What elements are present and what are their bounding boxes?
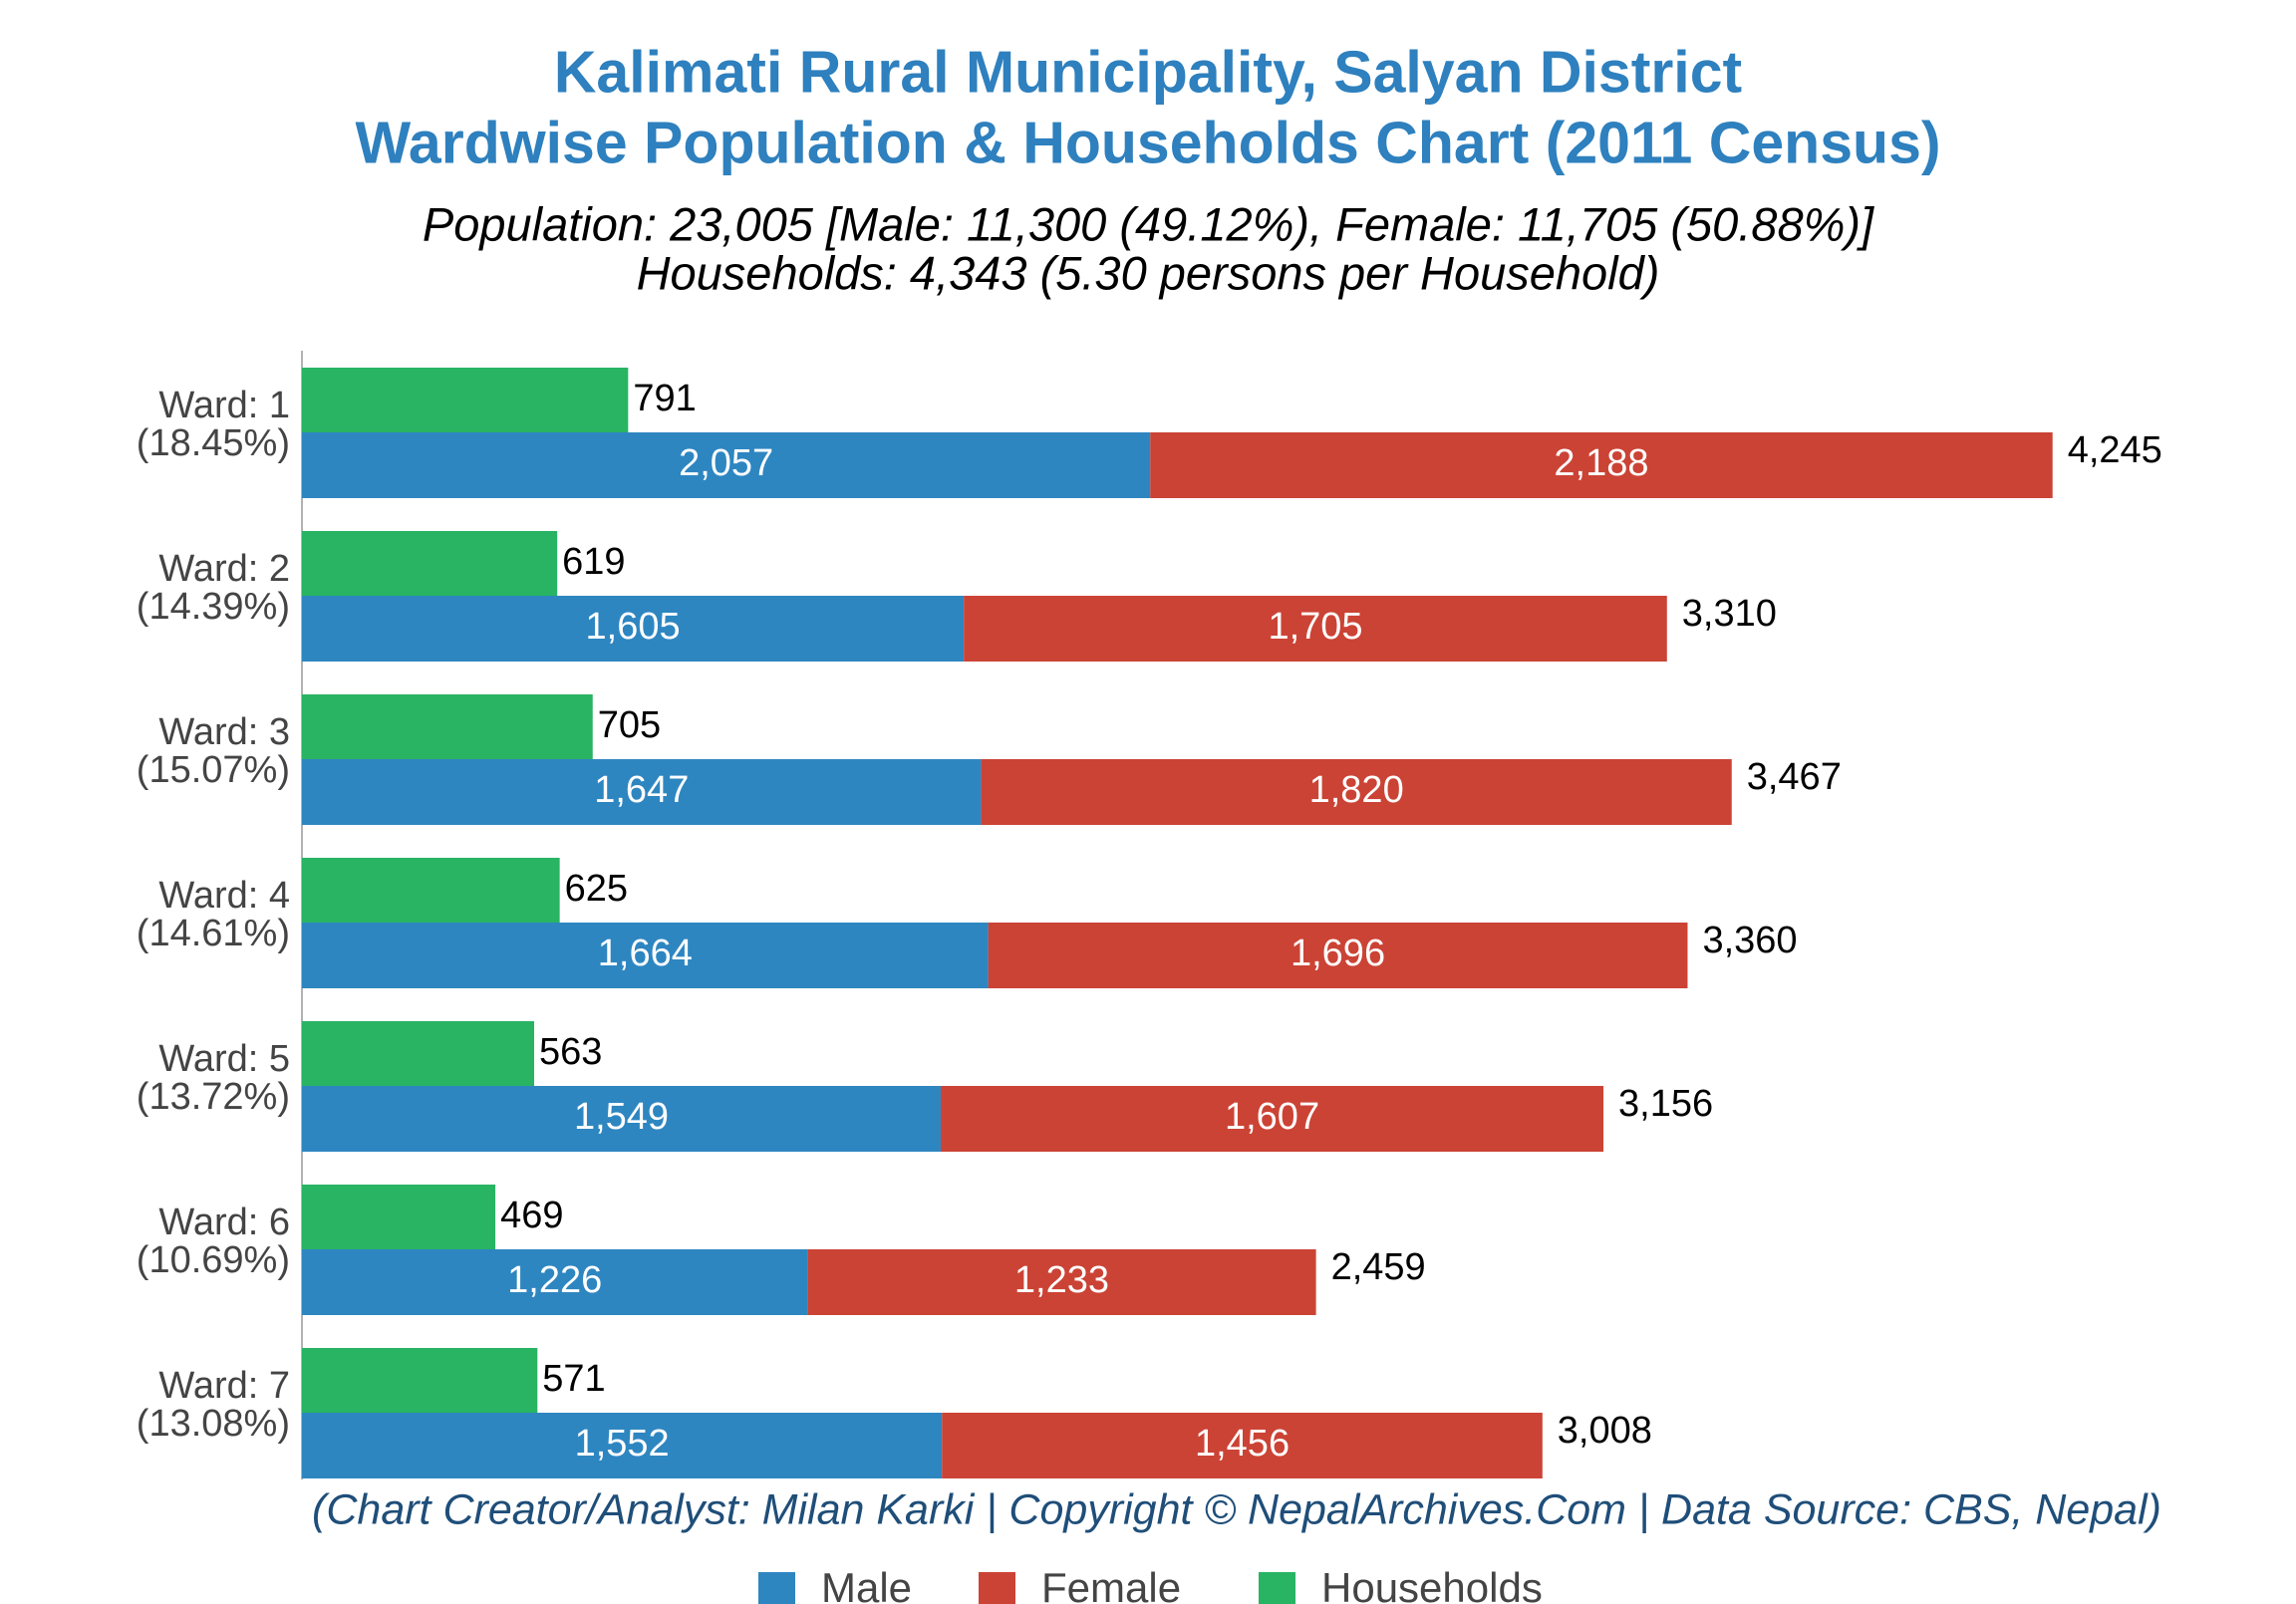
bar-segment — [302, 759, 982, 825]
category-note: (14.61%) — [137, 913, 290, 954]
category-note: (15.07%) — [137, 749, 290, 791]
total-label: 3,310 — [1682, 593, 1777, 635]
total-label: 3,008 — [1558, 1410, 1652, 1452]
category-label: Ward: 4 — [158, 875, 290, 917]
bar-segment — [302, 1086, 942, 1152]
value-label: 1,226 — [507, 1259, 602, 1301]
total-label: 3,156 — [1618, 1083, 1713, 1125]
value-label: 619 — [562, 541, 625, 583]
bar-segment — [302, 596, 965, 662]
value-label: 1,664 — [598, 933, 693, 974]
bar-segment — [942, 1413, 1543, 1478]
category-label: Ward: 7 — [158, 1365, 290, 1407]
value-label: 1,233 — [1014, 1259, 1109, 1301]
chart-title: Wardwise Population & Households Chart (… — [355, 111, 1940, 176]
chart-subtitle: Population: 23,005 [Male: 11,300 (49.12%… — [423, 197, 1874, 250]
household-bar — [302, 694, 593, 759]
value-label: 705 — [598, 704, 661, 746]
value-label: 1,456 — [1195, 1423, 1290, 1465]
bar-segment — [941, 1086, 1604, 1152]
household-bar — [302, 1185, 496, 1249]
value-label: 1,705 — [1268, 606, 1362, 648]
value-label: 1,552 — [575, 1423, 670, 1465]
legend-label: Female — [1041, 1564, 1181, 1604]
value-label: 571 — [542, 1358, 605, 1400]
bar-segment — [988, 923, 1688, 988]
household-bar — [302, 531, 558, 596]
value-label: 1,607 — [1225, 1096, 1319, 1138]
category-note: (13.72%) — [137, 1076, 290, 1118]
bar-segment — [302, 432, 1151, 498]
category-label: Ward: 2 — [158, 548, 290, 590]
bar-segment — [302, 1249, 808, 1315]
bar-segment — [302, 1413, 943, 1478]
chart-title: Kalimati Rural Municipality, Salyan Dist… — [554, 40, 1742, 106]
household-bar — [302, 858, 560, 923]
bar-segment — [1150, 432, 2053, 498]
value-label: 1,647 — [594, 769, 689, 811]
category-label: Ward: 6 — [158, 1202, 290, 1243]
category-label: Ward: 3 — [158, 711, 290, 753]
category-note: (13.08%) — [137, 1403, 290, 1445]
value-label: 469 — [500, 1195, 563, 1236]
household-bar — [302, 368, 629, 432]
value-label: 2,057 — [679, 442, 773, 484]
value-label: 2,188 — [1554, 442, 1648, 484]
bar-segment — [964, 596, 1667, 662]
value-label: 1,605 — [586, 606, 681, 648]
total-label: 3,360 — [1702, 920, 1797, 961]
bar-segment — [981, 759, 1732, 825]
source-note: (Chart Creator/Analyst: Milan Karki | Co… — [312, 1485, 2161, 1533]
household-bar — [302, 1021, 534, 1086]
total-label: 4,245 — [2068, 429, 2162, 471]
category-label: Ward: 1 — [158, 385, 290, 426]
category-label: Ward: 5 — [158, 1038, 290, 1080]
value-label: 1,820 — [1309, 769, 1404, 811]
chart-subtitle: Households: 4,343 (5.30 persons per Hous… — [637, 246, 1660, 299]
value-label: 1,696 — [1291, 933, 1385, 974]
household-bar — [302, 1348, 538, 1413]
value-label: 1,549 — [574, 1096, 669, 1138]
category-note: (18.45%) — [137, 422, 290, 464]
total-label: 2,459 — [1331, 1246, 1426, 1288]
legend-swatch — [1259, 1572, 1295, 1604]
legend-swatch — [979, 1572, 1015, 1604]
value-label: 625 — [565, 868, 628, 910]
legend-label: Male — [821, 1564, 912, 1604]
value-label: 791 — [633, 378, 696, 419]
legend-label: Households — [1321, 1564, 1543, 1604]
bar-segment — [302, 923, 989, 988]
category-note: (14.39%) — [137, 586, 290, 628]
total-label: 3,467 — [1747, 756, 1842, 798]
legend-swatch — [758, 1572, 795, 1604]
bar-segment — [807, 1249, 1316, 1315]
category-note: (10.69%) — [137, 1239, 290, 1281]
value-label: 563 — [539, 1031, 602, 1073]
